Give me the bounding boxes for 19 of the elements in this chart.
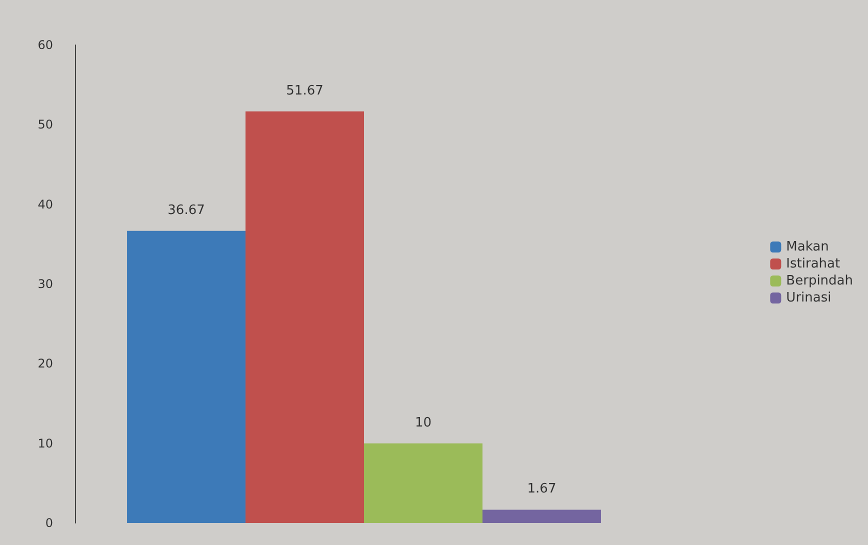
y-tick-label: 0 (45, 516, 53, 530)
data-label: 51.67 (286, 83, 324, 98)
y-tick-label: 30 (38, 277, 53, 291)
bar (482, 510, 601, 523)
bar (246, 111, 364, 523)
y-tick-label: 60 (38, 38, 53, 52)
y-tick-label: 10 (38, 436, 53, 450)
legend-label: Istirahat (786, 256, 840, 272)
data-label: 36.67 (168, 202, 205, 218)
legend-label: Makan (786, 240, 829, 254)
y-tick-label: 40 (38, 197, 53, 212)
bar (127, 230, 246, 523)
data-label: 1.67 (527, 482, 556, 497)
y-tick-label: 50 (38, 118, 53, 132)
legend-label: Berpindah (786, 274, 854, 288)
data-label: 10 (414, 415, 432, 430)
bar (364, 443, 482, 523)
legend-label: Urinasi (786, 290, 832, 306)
y-tick-label: 20 (38, 356, 53, 371)
